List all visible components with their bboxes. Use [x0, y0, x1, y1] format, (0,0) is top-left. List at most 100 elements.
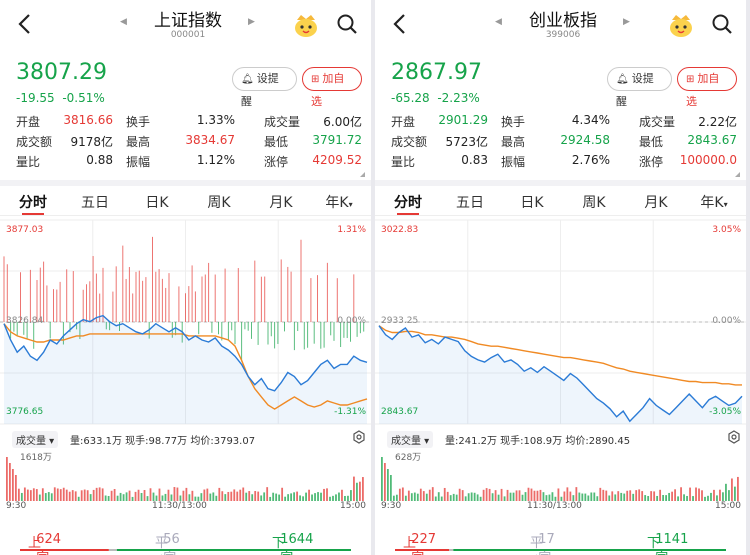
volume-bar — [164, 493, 167, 501]
next-index-icon[interactable]: ▶ — [248, 17, 255, 27]
crown-mascot-icon[interactable] — [667, 12, 695, 38]
search-icon[interactable] — [711, 13, 733, 35]
volume-bar — [167, 489, 170, 501]
crown-mascot-icon[interactable] — [292, 12, 320, 38]
add-watchlist-label: 加自选 — [311, 72, 345, 108]
pct-axis-top-label: 1.31% — [337, 225, 366, 235]
volume-bar — [44, 493, 47, 501]
volume-indicator-select[interactable]: 成交量 ▾ — [12, 431, 59, 448]
volume-bar — [152, 492, 155, 501]
settings-icon[interactable] — [727, 430, 741, 444]
change-percent: -2.23% — [437, 91, 480, 105]
tab-weekly-k[interactable]: 周K — [582, 195, 606, 211]
volume-bar — [107, 495, 110, 501]
volume-bar — [656, 495, 659, 501]
tab-yearly-k[interactable]: 年K▾ — [314, 192, 364, 212]
volume-bar — [569, 491, 572, 501]
volume-bar — [545, 495, 548, 501]
tab-intraday[interactable]: 分时 — [394, 195, 422, 211]
add-watchlist-button[interactable]: ⊞ 加自选 — [302, 67, 362, 108]
volume-max-label: 1618万 — [20, 453, 52, 463]
volume-bar — [641, 491, 644, 501]
volume-bar — [701, 490, 703, 501]
volume-bar — [698, 488, 700, 501]
volume-bar — [452, 493, 455, 501]
expand-corner-icon[interactable] — [735, 172, 740, 177]
tab-monthly-k[interactable]: 月K — [269, 195, 293, 211]
volume-bar — [722, 492, 724, 501]
next-index-icon[interactable]: ▶ — [623, 17, 630, 27]
index-title: 上证指数 — [154, 11, 222, 31]
tab-daily-k[interactable]: 日K — [520, 195, 544, 211]
volume-bar — [473, 492, 476, 501]
back-arrow-icon[interactable] — [389, 12, 411, 36]
intraday-chart[interactable]: 3022.83 2933.25 2843.67 3.05% 0.00% -3.0… — [375, 218, 746, 428]
prev-index-icon[interactable]: ◀ — [495, 17, 502, 27]
volume-bar — [230, 491, 233, 501]
volume-bar — [446, 491, 449, 501]
unchanged-count: 17家 — [538, 532, 555, 555]
set-alert-button[interactable]: 🔔︎ 设提醒 — [607, 67, 672, 108]
volume-bar — [74, 491, 77, 501]
stat-label: 量比 — [391, 155, 416, 169]
volume-bar — [110, 490, 113, 501]
volume-bar — [587, 495, 590, 501]
volume-selector-label: 成交量 — [391, 436, 421, 447]
stat-value: 1.12% — [196, 153, 235, 167]
volume-bar — [644, 495, 647, 501]
volume-indicator-select[interactable]: 成交量 ▾ — [387, 431, 434, 448]
stat-value: 4.34% — [571, 113, 610, 127]
set-alert-button[interactable]: 🔔︎ 设提醒 — [232, 67, 297, 108]
volume-bar — [194, 496, 197, 501]
volume-bar — [86, 490, 89, 501]
volume-bar — [680, 487, 682, 501]
volume-bar — [665, 495, 668, 501]
stats-row: 开盘 3816.66 换手 1.33% 成交量 6.00亿 — [16, 113, 362, 133]
volume-bar — [731, 478, 733, 501]
volume-bar — [206, 488, 209, 501]
volume-chart[interactable]: 1618万 — [0, 448, 371, 502]
volume-bar — [494, 490, 497, 501]
advancers-segment — [395, 549, 450, 551]
volume-bar — [341, 489, 343, 501]
volume-bar — [419, 488, 422, 501]
tab-five-day[interactable]: 五日 — [81, 195, 109, 211]
tab-weekly-k[interactable]: 周K — [207, 195, 231, 211]
volume-bar — [41, 488, 44, 501]
tab-monthly-k[interactable]: 月K — [644, 195, 668, 211]
expand-corner-icon[interactable] — [360, 172, 365, 177]
tab-five-day[interactable]: 五日 — [456, 195, 484, 211]
stat-value: 2.22亿 — [698, 115, 737, 129]
volume-bar — [635, 490, 638, 501]
volume-bar — [533, 490, 536, 501]
search-icon[interactable] — [336, 13, 358, 35]
stat-value: 100000.0 — [679, 153, 737, 167]
intraday-chart[interactable]: 3877.03 3826.84 3776.65 1.31% 0.00% -1.3… — [0, 218, 371, 428]
volume-bar — [29, 490, 32, 501]
volume-bar — [638, 489, 641, 501]
stat-value: 9178亿 — [70, 135, 113, 149]
volume-bar — [215, 495, 218, 501]
volume-bar — [725, 483, 727, 501]
price-area-fill — [379, 325, 742, 424]
tab-yearly-k-label: 年K — [325, 195, 349, 211]
prev-index-icon[interactable]: ◀ — [120, 17, 127, 27]
volume-bar — [104, 495, 107, 501]
volume-bar — [263, 492, 266, 501]
tab-intraday[interactable]: 分时 — [19, 195, 47, 211]
volume-bar — [245, 492, 248, 501]
stats-row: 量比 0.83 振幅 2.76% 涨停 100000.0 — [391, 153, 737, 173]
volume-bar — [338, 492, 340, 501]
stats-grid: 开盘 2901.29 换手 4.34% 成交量 2.22亿 成交额 5723亿 … — [391, 113, 737, 173]
volume-bar — [68, 491, 71, 501]
back-arrow-icon[interactable] — [14, 12, 36, 36]
add-watchlist-button[interactable]: ⊞ 加自选 — [677, 67, 737, 108]
stats-grid: 开盘 3816.66 换手 1.33% 成交量 6.00亿 成交额 9178亿 … — [16, 113, 362, 173]
settings-icon[interactable] — [352, 430, 366, 444]
stat-value: 2924.58 — [560, 133, 610, 147]
volume-bar — [734, 486, 736, 501]
tab-yearly-k[interactable]: 年K▾ — [689, 192, 739, 212]
volume-chart[interactable]: 628万 — [375, 448, 746, 502]
volume-bar — [251, 494, 254, 501]
tab-daily-k[interactable]: 日K — [145, 195, 169, 211]
